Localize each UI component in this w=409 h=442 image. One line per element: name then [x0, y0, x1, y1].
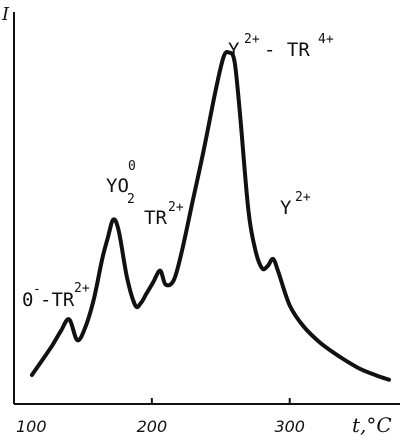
- annotation-o-tr-base: 0: [22, 289, 33, 311]
- annotation-tr-base: TR: [144, 207, 167, 229]
- annotation-yo2-sup: 0: [128, 159, 136, 174]
- annotation-y-base: Y: [280, 197, 292, 219]
- annotation-tr: TR 2+: [144, 200, 184, 229]
- annotation-y-tr: Y 2+ - TR 4+: [228, 32, 334, 61]
- annotation-o-tr-sup: -: [33, 282, 41, 297]
- annotation-yo2-base: YO: [106, 175, 129, 197]
- annotation-y-sup: 2+: [295, 190, 311, 205]
- annotation-y-tr-rest-sup: 4+: [318, 32, 334, 47]
- y-axis-label: I: [1, 4, 10, 25]
- annotation-tr-sup: 2+: [168, 200, 184, 215]
- annotation-o-tr-rest: -TR: [40, 289, 75, 311]
- x-tick-label: 300: [274, 417, 305, 436]
- annotation-y-tr-sup: 2+: [244, 32, 260, 47]
- data-series-line: [29, 49, 391, 382]
- annotation-yo2: YO 2 0: [106, 159, 136, 207]
- x-axis-label: t,°C: [352, 413, 392, 437]
- x-tick-label: 100: [16, 417, 47, 436]
- annotation-o-tr-rest-sup: 2+: [74, 281, 90, 296]
- annotation-y-tr-rest: - TR: [264, 39, 310, 61]
- annotation-y: Y 2+: [280, 190, 311, 219]
- annotation-y-tr-base: Y: [228, 39, 240, 61]
- annotation-yo2-sub: 2: [127, 192, 135, 207]
- x-tick-label: 200: [137, 417, 168, 436]
- annotation-o-tr: 0 - -TR 2+: [22, 281, 90, 311]
